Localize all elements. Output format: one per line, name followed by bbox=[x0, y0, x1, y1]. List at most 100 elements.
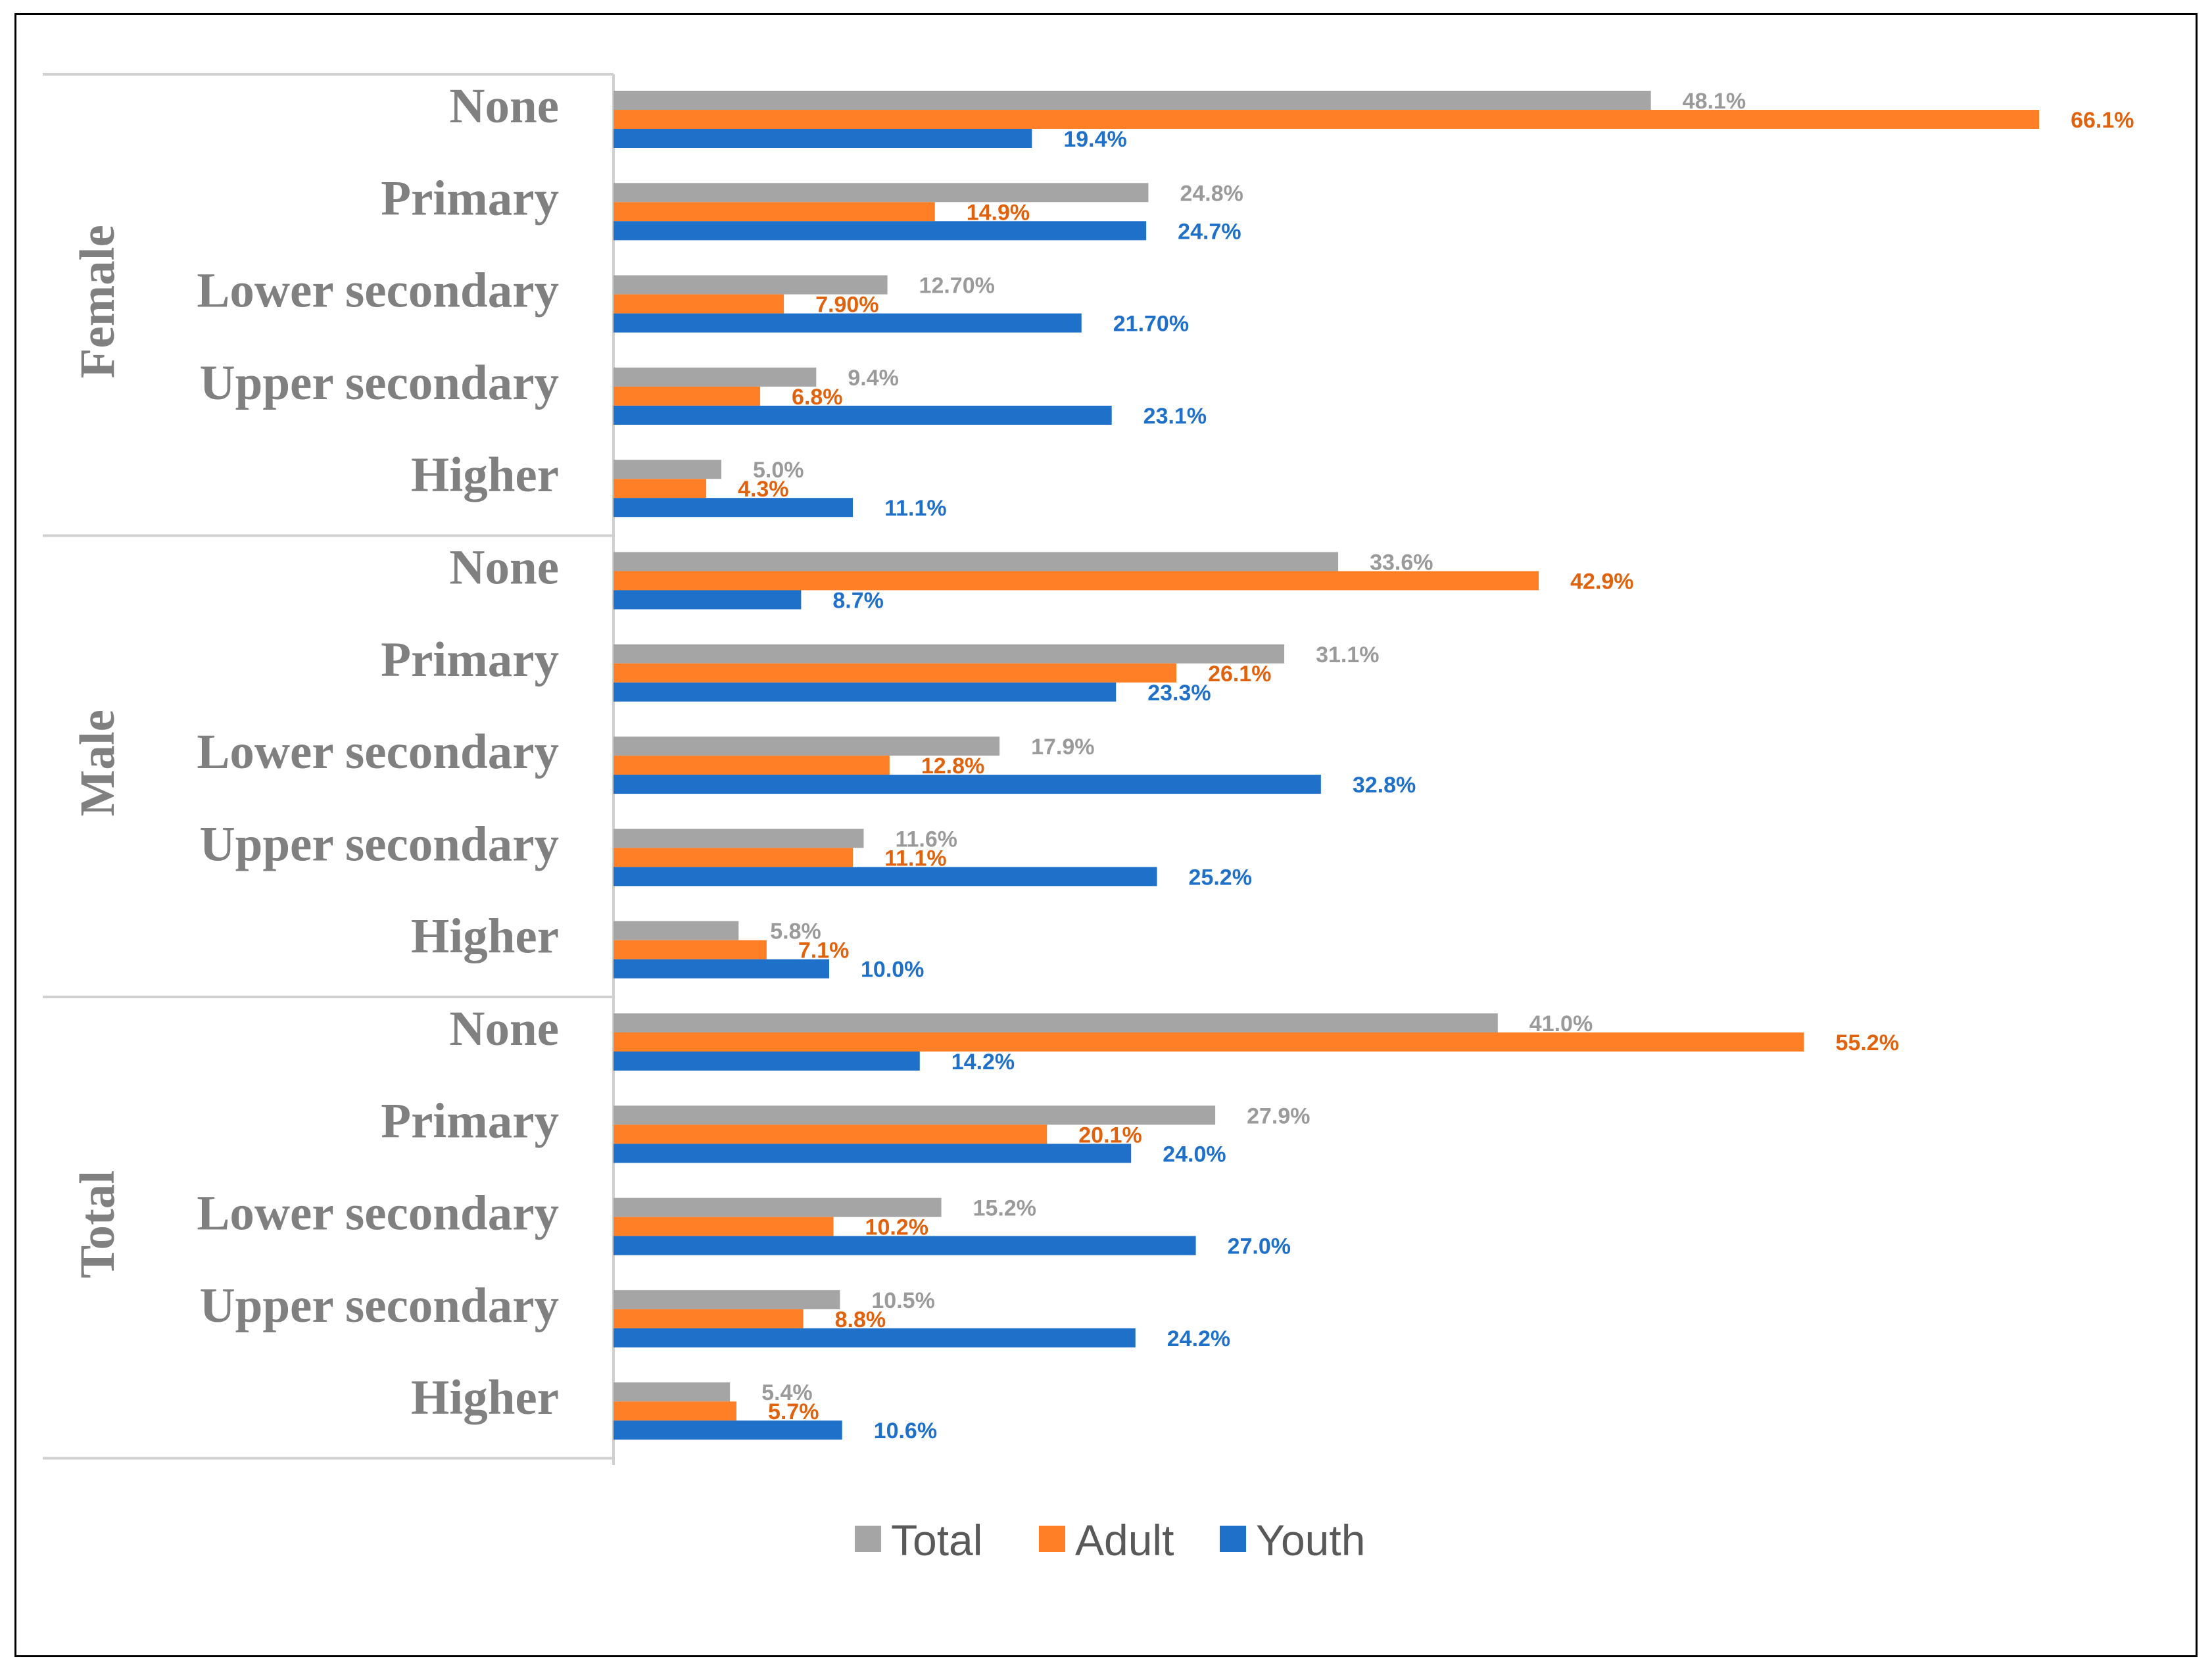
data-label-male-upper-secondary-total: 11.6% bbox=[895, 827, 957, 852]
data-label-female-none-adult: 66.1% bbox=[2071, 108, 2134, 133]
bar-male-none-adult bbox=[613, 571, 1539, 591]
data-label-total-none-total: 41.0% bbox=[1529, 1011, 1593, 1036]
data-label-female-primary-youth: 24.7% bbox=[1178, 219, 1241, 244]
data-label-total-lower-secondary-youth: 27.0% bbox=[1228, 1234, 1291, 1259]
bar-total-none-adult bbox=[613, 1032, 1804, 1052]
bar-female-primary-total bbox=[613, 183, 1149, 203]
data-label-male-lower-secondary-youth: 32.8% bbox=[1353, 773, 1416, 798]
bar-female-lower-secondary-adult bbox=[613, 294, 784, 314]
bar-total-higher-youth bbox=[613, 1420, 842, 1440]
data-label-female-upper-secondary-total: 9.4% bbox=[848, 366, 899, 391]
bar-male-higher-total bbox=[613, 921, 739, 940]
data-label-male-primary-adult: 26.1% bbox=[1208, 662, 1271, 687]
bar-male-upper-secondary-youth bbox=[613, 867, 1157, 886]
group-label-total: Total bbox=[70, 1171, 125, 1278]
bar-male-none-total bbox=[613, 552, 1339, 571]
data-label-male-primary-youth: 23.3% bbox=[1147, 681, 1211, 706]
data-label-male-none-youth: 8.7% bbox=[832, 589, 884, 614]
data-label-female-none-total: 48.1% bbox=[1683, 89, 1746, 114]
bar-male-none-youth bbox=[613, 590, 802, 610]
data-label-male-none-total: 33.6% bbox=[1370, 550, 1433, 575]
bar-male-lower-secondary-adult bbox=[613, 756, 890, 775]
category-label-male-higher: Higher bbox=[411, 909, 559, 964]
bar-male-primary-youth bbox=[613, 682, 1117, 702]
category-label-male-primary: Primary bbox=[381, 633, 559, 687]
data-label-female-higher-total: 5.0% bbox=[753, 458, 804, 483]
group-label-male: Male bbox=[70, 710, 125, 816]
chart-svg: Female None 48.1% 66.1% 19.4% Primary 24.8% 14.… bbox=[43, 73, 2134, 1564]
category-label-total-upper-secondary: Upper secondary bbox=[199, 1278, 559, 1333]
category-label-female-lower-secondary: Lower secondary bbox=[197, 264, 559, 318]
bar-male-primary-total bbox=[613, 644, 1285, 664]
bar-female-primary-adult bbox=[613, 202, 935, 222]
data-label-female-upper-secondary-adult: 6.8% bbox=[792, 385, 843, 410]
bar-total-upper-secondary-adult bbox=[613, 1309, 804, 1328]
bar-male-primary-adult bbox=[613, 663, 1177, 683]
data-label-male-lower-secondary-adult: 12.8% bbox=[921, 754, 984, 779]
bar-total-primary-adult bbox=[613, 1125, 1047, 1144]
bar-male-lower-secondary-youth bbox=[613, 775, 1321, 794]
category-label-female-higher: Higher bbox=[411, 448, 559, 502]
bar-total-upper-secondary-youth bbox=[613, 1328, 1136, 1347]
category-label-male-lower-secondary: Lower secondary bbox=[197, 725, 559, 779]
legend-swatch-total bbox=[855, 1526, 881, 1552]
data-label-male-lower-secondary-total: 17.9% bbox=[1031, 735, 1094, 760]
bar-female-lower-secondary-youth bbox=[613, 313, 1082, 333]
bar-total-none-youth bbox=[613, 1052, 920, 1071]
bar-male-higher-youth bbox=[613, 959, 829, 979]
bar-female-none-adult bbox=[613, 110, 2040, 129]
category-label-male-none: None bbox=[449, 541, 559, 595]
bar-total-primary-total bbox=[613, 1105, 1216, 1125]
data-label-male-none-adult: 42.9% bbox=[1570, 569, 1633, 594]
category-label-total-none: None bbox=[449, 1002, 559, 1056]
data-label-total-higher-youth: 10.6% bbox=[874, 1418, 937, 1443]
data-label-total-higher-adult: 5.7% bbox=[768, 1399, 819, 1424]
data-label-female-higher-youth: 11.1% bbox=[884, 496, 947, 521]
bar-total-lower-secondary-adult bbox=[613, 1217, 834, 1236]
data-label-male-upper-secondary-youth: 25.2% bbox=[1189, 865, 1252, 890]
data-label-total-primary-total: 27.9% bbox=[1247, 1103, 1310, 1128]
data-label-total-primary-adult: 20.1% bbox=[1078, 1123, 1142, 1148]
data-label-total-upper-secondary-adult: 8.8% bbox=[835, 1307, 886, 1332]
category-label-total-higher: Higher bbox=[411, 1370, 559, 1425]
bar-male-lower-secondary-total bbox=[613, 737, 1000, 756]
data-label-total-lower-secondary-adult: 10.2% bbox=[865, 1215, 928, 1240]
bar-male-higher-adult bbox=[613, 940, 767, 959]
legend-swatch-adult bbox=[1039, 1526, 1065, 1552]
bar-female-upper-secondary-total bbox=[613, 367, 817, 387]
data-label-female-lower-secondary-adult: 7.90% bbox=[815, 293, 878, 318]
bar-female-higher-adult bbox=[613, 479, 707, 498]
bar-female-upper-secondary-adult bbox=[613, 386, 761, 406]
legend-label-total: Total bbox=[891, 1516, 982, 1564]
category-label-female-primary: Primary bbox=[381, 171, 559, 226]
data-label-male-primary-total: 31.1% bbox=[1316, 642, 1379, 667]
data-label-female-primary-total: 24.8% bbox=[1180, 181, 1243, 206]
bar-total-lower-secondary-youth bbox=[613, 1236, 1196, 1255]
data-label-male-higher-adult: 7.1% bbox=[798, 938, 850, 963]
category-label-male-upper-secondary: Upper secondary bbox=[199, 817, 559, 871]
data-label-total-higher-total: 5.4% bbox=[761, 1380, 813, 1405]
bar-female-higher-youth bbox=[613, 498, 854, 518]
bar-total-primary-youth bbox=[613, 1144, 1132, 1163]
data-label-total-lower-secondary-total: 15.2% bbox=[973, 1196, 1036, 1221]
legend-swatch-youth bbox=[1220, 1526, 1246, 1552]
bar-total-none-total bbox=[613, 1013, 1498, 1032]
bar-total-lower-secondary-total bbox=[613, 1198, 942, 1217]
data-label-female-lower-secondary-total: 12.70% bbox=[919, 274, 995, 299]
bar-female-none-total bbox=[613, 91, 1651, 110]
data-label-female-lower-secondary-youth: 21.70% bbox=[1113, 312, 1189, 337]
chart-frame: Female None 48.1% 66.1% 19.4% Primary 24.8% 14.… bbox=[14, 13, 2198, 1657]
data-label-total-primary-youth: 24.0% bbox=[1163, 1142, 1226, 1167]
data-label-female-higher-adult: 4.3% bbox=[738, 477, 789, 502]
bar-female-primary-youth bbox=[613, 221, 1147, 241]
bar-male-upper-secondary-adult bbox=[613, 848, 854, 867]
data-label-female-none-youth: 19.4% bbox=[1063, 127, 1126, 152]
data-label-male-higher-total: 5.8% bbox=[770, 919, 821, 944]
data-label-female-upper-secondary-youth: 23.1% bbox=[1143, 404, 1207, 429]
category-label-total-primary: Primary bbox=[381, 1094, 559, 1148]
data-label-total-none-youth: 14.2% bbox=[951, 1050, 1015, 1075]
bar-male-upper-secondary-total bbox=[613, 829, 864, 848]
category-label-female-none: None bbox=[449, 79, 559, 133]
data-label-total-upper-secondary-total: 10.5% bbox=[871, 1288, 934, 1313]
bar-female-upper-secondary-youth bbox=[613, 405, 1112, 425]
